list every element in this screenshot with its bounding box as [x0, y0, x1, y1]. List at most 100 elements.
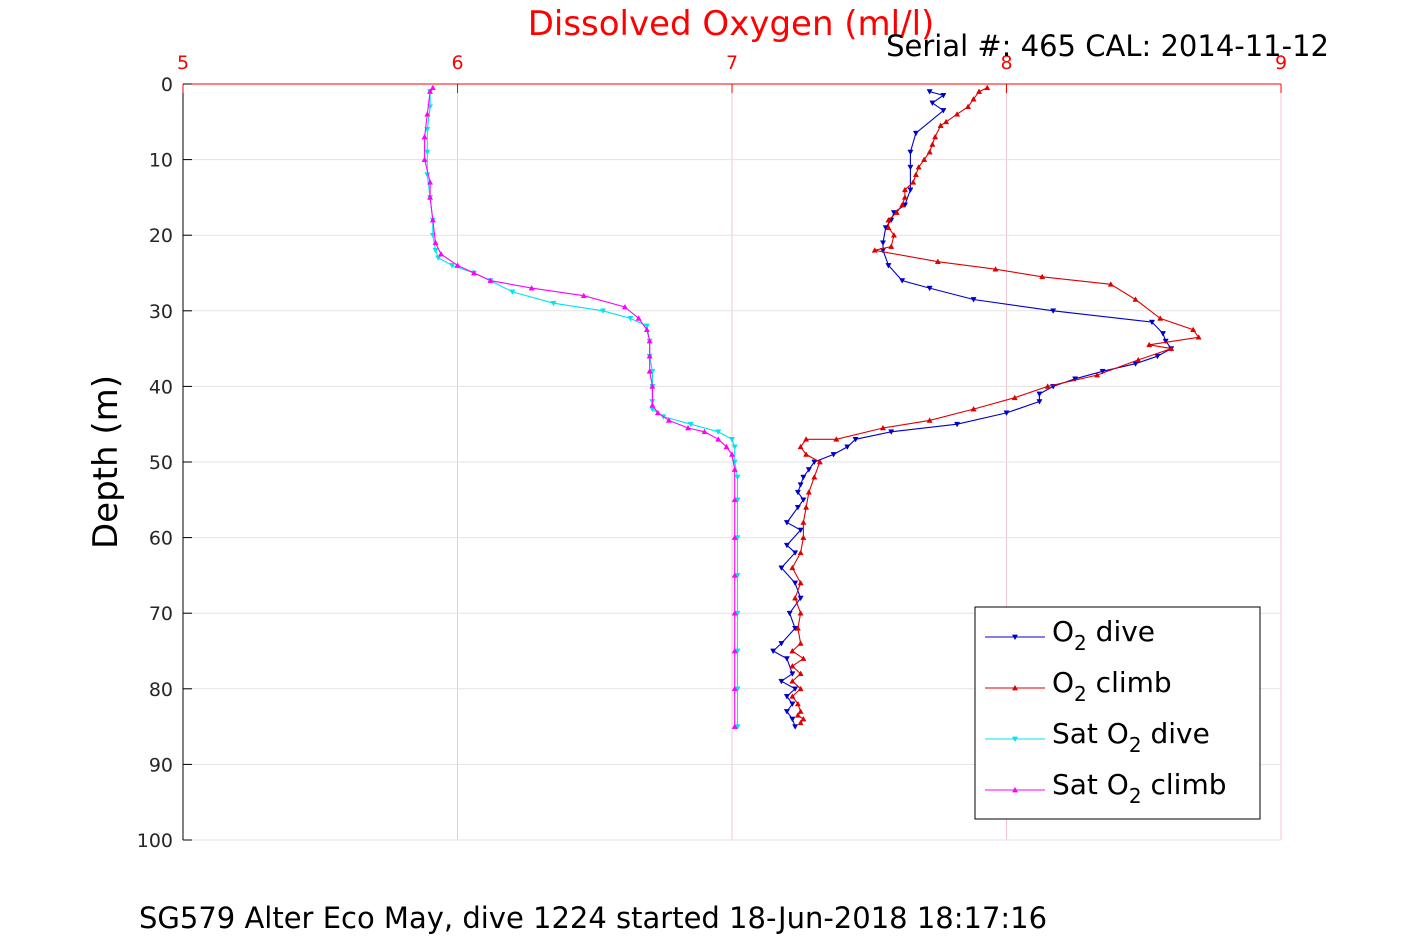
o2_dive-point [830, 452, 837, 458]
x-tick-label: 7 [726, 52, 738, 74]
sat_climb-point [654, 409, 661, 416]
o2_climb-point [899, 201, 906, 208]
o2_dive-point [1099, 368, 1106, 375]
sat_climb-point [731, 723, 738, 729]
o2_climb-point [921, 156, 928, 162]
legend-label: O2 climb [1052, 666, 1172, 706]
o2_climb-point [926, 148, 933, 155]
o2_climb-point [926, 417, 933, 423]
o2_dive-point [783, 694, 790, 700]
o2_climb-point [970, 405, 977, 412]
o2_climb-point [800, 519, 807, 525]
o2_climb-point [970, 96, 977, 102]
o2_dive-point [792, 724, 799, 730]
y-tick-label: 20 [149, 225, 173, 247]
o2_climb-point [1039, 273, 1046, 280]
legend-swatch-marker [1011, 684, 1019, 691]
o2_climb-point [965, 103, 972, 110]
o2_climb-point [943, 118, 950, 125]
y-tick-label: 100 [137, 830, 173, 852]
sat_climb-point [646, 368, 653, 374]
chart-subtitle: Serial #: 465 CAL: 2014-11-12 [886, 29, 1329, 63]
o2_dive-point [926, 89, 933, 95]
o2_climb-point [890, 232, 897, 238]
o2_dive-point [912, 130, 919, 137]
sat_dive-point [715, 429, 722, 435]
o2_dive-point [1050, 308, 1057, 314]
sat_climb-point [731, 647, 738, 654]
sat_dive-point [550, 300, 557, 307]
legend-swatch-marker [1011, 736, 1019, 743]
o2_dive-point [800, 497, 807, 503]
o2_dive-point [778, 565, 785, 571]
o2_climb-point [901, 186, 908, 193]
o2_climb-point [885, 224, 892, 230]
o2_dive-point [940, 108, 947, 114]
o2_climb-point [1135, 356, 1142, 363]
sat_climb-point [429, 84, 436, 91]
o2_climb-point [797, 549, 804, 556]
o2_dive-point [926, 285, 933, 292]
legend-swatch-marker [1011, 634, 1019, 641]
o2_dive-point [792, 550, 799, 556]
legend-swatch-marker [1011, 786, 1019, 793]
o2_climb-point [794, 712, 801, 718]
sat_climb-point [427, 194, 434, 200]
o2_dive-point [794, 489, 801, 496]
sat_dive-point [734, 474, 741, 481]
o2_dive-point [789, 671, 796, 677]
x-tick-label: 6 [451, 52, 463, 74]
o2_climb-point [789, 693, 796, 699]
sat_climb-point [635, 315, 642, 321]
o2_climb-point [803, 436, 810, 442]
o2_climb-point [803, 451, 810, 457]
o2_climb-point [792, 594, 799, 601]
o2_climb-point [797, 443, 804, 450]
o2_dive-point [783, 709, 790, 715]
o2_dive-point [852, 436, 859, 443]
o2_climb-point [1044, 383, 1051, 389]
sat_climb-point [427, 179, 434, 185]
o2_climb-point [910, 179, 917, 185]
y-axis-label: Depth (m) [86, 375, 126, 549]
o2_climb-point [871, 247, 878, 253]
sat_climb-point [424, 111, 431, 117]
sat_climb-point [421, 156, 428, 162]
sat_climb-point [731, 572, 738, 578]
o2_dive-point [783, 656, 790, 662]
sat_climb-point [665, 417, 672, 423]
legend-label: O2 dive [1052, 615, 1155, 655]
o2_climb-point [797, 719, 804, 726]
series-o2_climb [789, 84, 1202, 726]
o2_climb-point [915, 164, 922, 170]
o2_dive-point [811, 459, 818, 466]
sat_climb-point [646, 353, 653, 359]
sat_climb-point [685, 424, 692, 431]
o2_dive-point [797, 527, 804, 534]
o2_dive-point [1036, 391, 1043, 398]
sat_climb-point [438, 250, 445, 257]
o2_climb-point [803, 504, 810, 510]
o2_dive-point [907, 164, 914, 171]
y-tick-label: 0 [161, 74, 173, 96]
o2_climb-point [932, 133, 939, 140]
o2_dive-point [794, 505, 801, 511]
o2_climb-point [893, 209, 900, 215]
o2_climb-point [1107, 281, 1114, 287]
sat_climb-point [731, 534, 738, 540]
o2_climb-point [976, 88, 983, 94]
o2_dive-point [792, 580, 799, 587]
series-layer [421, 84, 1202, 730]
o2_climb-point [1168, 345, 1175, 351]
sat_climb-point [731, 466, 738, 472]
o2_dive-point [1003, 410, 1010, 416]
sat_climb-point [649, 383, 656, 389]
sat_climb-point [715, 436, 722, 442]
o2_dive-point [907, 187, 914, 193]
x-tick-label: 5 [177, 52, 189, 74]
series-sat_climb [421, 84, 738, 729]
o2_climb-point [797, 708, 804, 714]
o2_climb-point [811, 474, 818, 480]
sat_climb-point [429, 216, 436, 223]
